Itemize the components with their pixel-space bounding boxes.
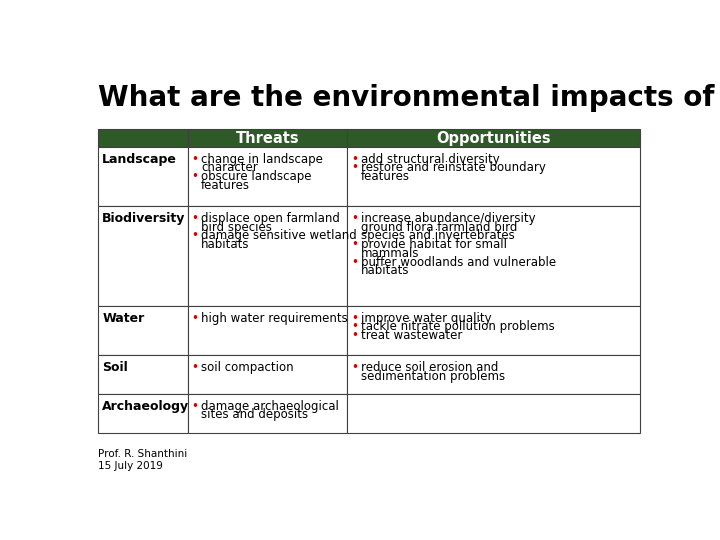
Text: mammals: mammals (361, 247, 419, 260)
Text: species and invertebrates: species and invertebrates (361, 230, 515, 242)
Text: sites and deposits: sites and deposits (201, 408, 308, 421)
Text: provide habitat for small: provide habitat for small (361, 238, 507, 251)
Bar (188, 147, 347, 206)
Text: •: • (351, 255, 358, 268)
Bar (347, 129, 639, 147)
Text: damage sensitive wetland: damage sensitive wetland (201, 230, 357, 242)
Bar (347, 355, 639, 394)
Text: high water requirements: high water requirements (201, 312, 348, 325)
Text: •: • (351, 238, 358, 251)
Text: treat wastewater: treat wastewater (361, 329, 462, 342)
Text: •: • (351, 312, 358, 325)
Text: improve water quality: improve water quality (361, 312, 491, 325)
Text: displace open farmland: displace open farmland (201, 212, 340, 225)
Text: •: • (192, 400, 199, 413)
Text: restore and reinstate boundary: restore and reinstate boundary (361, 161, 546, 174)
Text: add structural diversity: add structural diversity (361, 153, 500, 166)
Text: Threats: Threats (235, 131, 300, 146)
Text: Water: Water (102, 312, 145, 325)
Text: change in landscape: change in landscape (201, 153, 323, 166)
Text: •: • (192, 170, 199, 183)
Bar (99, 306, 188, 355)
Text: soil compaction: soil compaction (201, 361, 294, 374)
Text: •: • (351, 320, 358, 333)
Text: •: • (351, 329, 358, 342)
Text: habitats: habitats (201, 238, 250, 251)
Text: •: • (192, 312, 199, 325)
Bar (188, 129, 347, 147)
Text: habitats: habitats (361, 264, 409, 277)
Text: Landscape: Landscape (102, 153, 177, 166)
Bar (99, 394, 188, 433)
Text: Soil: Soil (102, 361, 128, 374)
Bar (99, 206, 188, 306)
Text: obscure landscape: obscure landscape (201, 170, 312, 183)
Text: •: • (351, 161, 358, 174)
Text: bird species: bird species (201, 221, 272, 234)
Text: buffer woodlands and vulnerable: buffer woodlands and vulnerable (361, 255, 556, 268)
Text: character: character (201, 161, 258, 174)
Text: sedimentation problems: sedimentation problems (361, 369, 505, 382)
Text: •: • (192, 361, 199, 374)
Text: •: • (192, 230, 199, 242)
Bar (188, 355, 347, 394)
Text: Opportunities: Opportunities (436, 131, 551, 146)
Text: •: • (192, 153, 199, 166)
Text: •: • (351, 212, 358, 225)
Bar (347, 394, 639, 433)
Bar (347, 147, 639, 206)
Text: increase abundance/diversity: increase abundance/diversity (361, 212, 536, 225)
Text: tackle nitrate pollution problems: tackle nitrate pollution problems (361, 320, 554, 333)
Bar (347, 306, 639, 355)
Text: features: features (361, 170, 410, 183)
Bar (347, 206, 639, 306)
Text: damage archaeological: damage archaeological (201, 400, 339, 413)
Text: What are the environmental impacts of: What are the environmental impacts of (99, 84, 720, 112)
Text: features: features (201, 179, 250, 192)
Text: •: • (351, 153, 358, 166)
Bar (99, 147, 188, 206)
Text: •: • (351, 361, 358, 374)
Bar (188, 306, 347, 355)
Bar (188, 206, 347, 306)
Text: Prof. R. Shanthini
15 July 2019: Prof. R. Shanthini 15 July 2019 (99, 449, 188, 471)
Text: ground flora farmland bird: ground flora farmland bird (361, 221, 517, 234)
Bar (188, 394, 347, 433)
Bar (99, 129, 188, 147)
Text: Archaeology: Archaeology (102, 400, 189, 413)
Bar (99, 355, 188, 394)
Text: Biodiversity: Biodiversity (102, 212, 186, 225)
Text: •: • (192, 212, 199, 225)
Text: reduce soil erosion and: reduce soil erosion and (361, 361, 498, 374)
